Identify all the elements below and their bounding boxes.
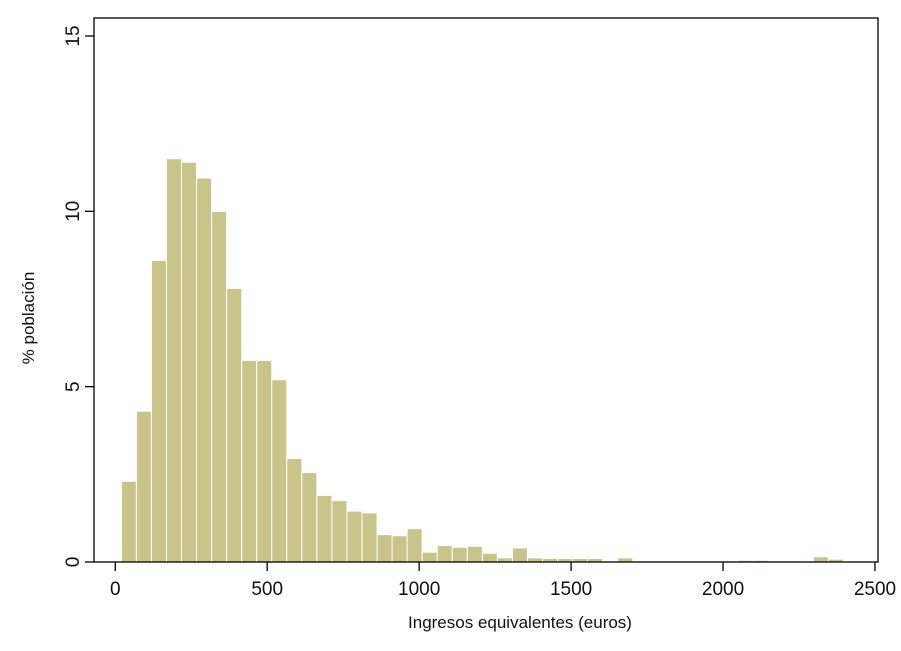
histogram-bar <box>331 500 348 563</box>
x-tick-label: 2500 <box>854 579 896 600</box>
y-tick-label: 0 <box>63 557 84 568</box>
histogram-bar <box>165 158 183 563</box>
histogram-bar <box>812 556 829 563</box>
histogram-bar <box>391 535 408 563</box>
histogram-bar <box>451 546 468 563</box>
histogram-bar <box>241 359 258 563</box>
x-tick-label: 500 <box>251 579 283 600</box>
histogram-bar <box>120 480 137 563</box>
histogram-bar <box>301 472 318 563</box>
histogram-bar <box>376 534 393 563</box>
y-axis-title: % población <box>19 272 38 365</box>
histogram-bar <box>286 458 303 563</box>
histogram-bar <box>511 547 528 563</box>
histogram-bar <box>361 512 378 563</box>
histogram-bar <box>256 359 273 563</box>
histogram-bar <box>150 259 167 563</box>
y-tick-label: 10 <box>63 201 84 222</box>
histogram-bar <box>466 545 483 563</box>
histogram-bar <box>196 177 213 563</box>
histogram-bar <box>226 287 243 563</box>
x-tick-label: 1000 <box>398 579 440 600</box>
y-axis: 0 5 10 15 <box>63 25 94 567</box>
histogram-bar <box>481 552 498 563</box>
bars-group <box>120 158 844 563</box>
y-tick-label: 5 <box>63 381 84 392</box>
histogram-bar <box>346 510 363 563</box>
x-tick-label: 2000 <box>702 579 744 600</box>
x-tick-label: 1500 <box>550 579 592 600</box>
y-tick-label: 15 <box>63 25 84 46</box>
plot-frame <box>93 17 879 563</box>
x-tick-label: 0 <box>110 579 121 600</box>
histogram-bar <box>436 545 453 563</box>
histogram-bar <box>211 210 228 563</box>
histogram-bar <box>181 161 198 563</box>
histogram-bar <box>316 494 333 563</box>
x-axis: 0 500 1000 1500 2000 2500 <box>110 562 896 600</box>
histogram-bar <box>135 410 152 563</box>
histogram-bar <box>271 379 288 563</box>
histogram-bar <box>421 551 438 563</box>
histogram-bar <box>406 528 423 563</box>
x-axis-title: Ingresos equivalentes (euros) <box>408 613 632 632</box>
